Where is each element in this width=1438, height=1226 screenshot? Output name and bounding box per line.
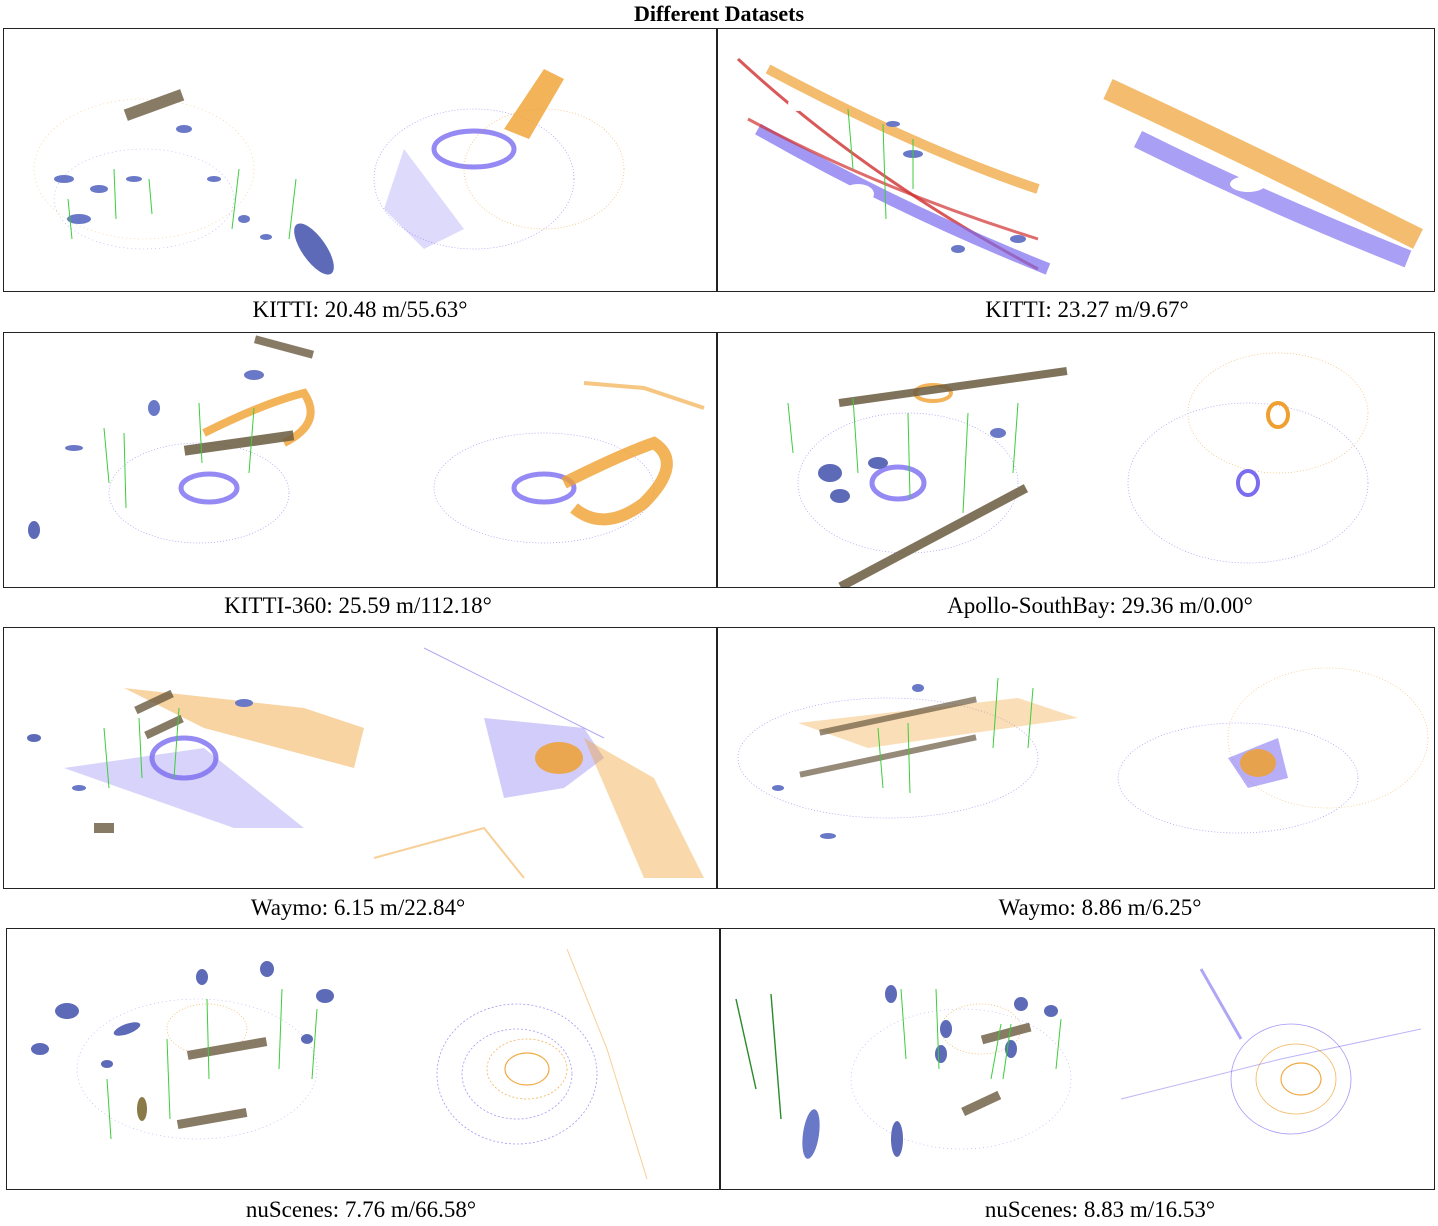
panel-caption: Waymo: 6.15 m/22.84° — [250, 895, 466, 920]
target-scan — [1103, 79, 1423, 268]
target-scan — [436, 948, 648, 1180]
panel-caption: Apollo-SouthBay: 29.36 m/0.00° — [947, 593, 1253, 618]
panel-kitti360 — [3, 332, 717, 588]
point-cloud-visualization — [27, 647, 704, 879]
source-scan — [735, 985, 1072, 1159]
panel-caption: nuScenes: 8.83 m/16.53° — [984, 1197, 1216, 1222]
panel-waymo-1 — [3, 627, 717, 889]
panel-caption: nuScenes: 7.76 m/66.58° — [245, 1197, 477, 1222]
source-scan — [737, 677, 1078, 839]
panel-kitti-2 — [717, 28, 1435, 292]
panel-waymo-2 — [717, 627, 1435, 889]
point-cloud-visualization — [787, 352, 1369, 587]
target-scan — [1127, 352, 1369, 564]
source-scan — [28, 335, 315, 544]
panel-nuscenes-1 — [6, 928, 720, 1190]
figure-title: Different Datasets — [633, 1, 805, 26]
target-scan — [433, 381, 705, 544]
point-cloud-visualization — [736, 57, 1423, 275]
source-scan — [33, 89, 334, 275]
target-scan — [1117, 667, 1429, 834]
source-scan — [31, 961, 334, 1140]
panel-apollo-southbay — [717, 332, 1435, 588]
target-scan — [373, 69, 625, 250]
point-cloud-visualization — [28, 335, 705, 544]
panel-caption: KITTI: 20.48 m/55.63° — [252, 297, 468, 322]
point-cloud-visualization — [31, 948, 648, 1180]
panel-kitti-1 — [3, 28, 717, 292]
point-cloud-visualization — [737, 667, 1429, 839]
panel-caption: Waymo: 8.86 m/6.25° — [998, 895, 1202, 920]
panel-caption: KITTI: 23.27 m/9.67° — [985, 297, 1189, 322]
source-scan — [787, 367, 1068, 587]
point-cloud-visualization — [33, 69, 625, 275]
point-cloud-visualization — [735, 968, 1422, 1159]
source-scan — [27, 688, 364, 833]
target-scan — [1120, 968, 1422, 1135]
target-scan — [373, 647, 704, 879]
source-scan — [736, 57, 1051, 275]
panel-nuscenes-2 — [720, 928, 1435, 1190]
panel-caption: KITTI-360: 25.59 m/112.18° — [224, 593, 492, 618]
